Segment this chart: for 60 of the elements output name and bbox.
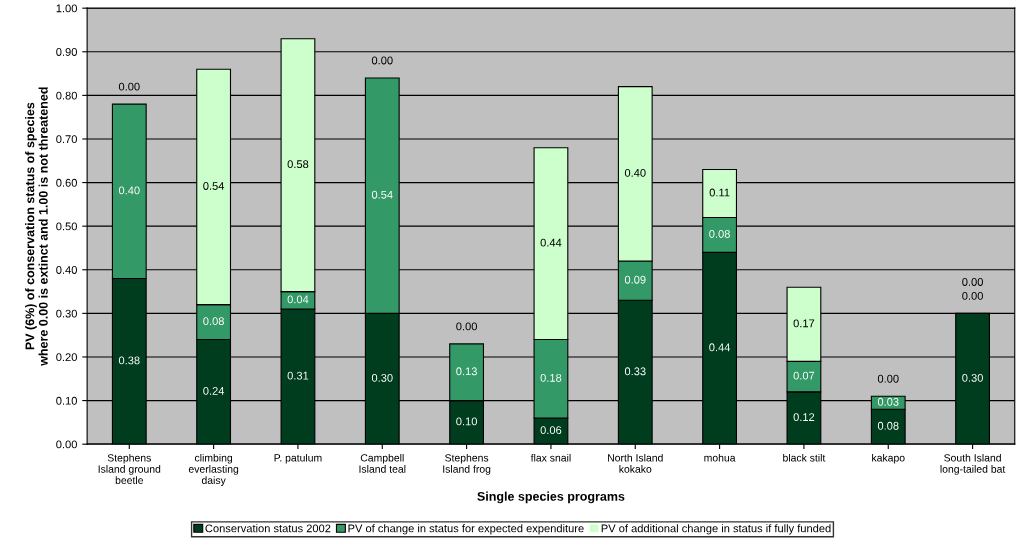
data-label: 0.10 [456, 417, 477, 426]
data-label: 0.03 [877, 397, 899, 406]
x-tick-label: kakapo [872, 453, 905, 464]
x-tick-label: Campbell Island teal [359, 453, 406, 473]
data-label: 0.54 [371, 190, 393, 199]
y-tick-label: 0.70 [56, 135, 77, 144]
data-label: 0.07 [793, 371, 815, 380]
y-tick-label: 0.30 [56, 309, 77, 318]
x-tick-label: black stilt [783, 453, 826, 462]
legend-label: PV of change in status for expected expenditure [348, 524, 584, 535]
x-tick-label: Stephens Island frog [443, 453, 491, 475]
data-label: 0.18 [540, 373, 562, 382]
data-label: 0.33 [624, 367, 646, 376]
data-label: 0.00 [877, 374, 899, 383]
data-label: 0.00 [118, 82, 140, 91]
y-tick-label: 0.10 [56, 396, 77, 405]
y-tick-label: 0.20 [56, 353, 77, 362]
x-tick-label: P. patulum [274, 453, 322, 464]
y-axis-title: PV (6%) of conservation status of species where 0.00 is extinct and 1.00 is not threatened [25, 87, 48, 366]
y-tick-label: 0.90 [56, 48, 77, 56]
data-label: 0.30 [962, 373, 983, 382]
data-label: 0.54 [203, 182, 225, 190]
data-label: 0.13 [456, 367, 477, 376]
data-label: 0.31 [287, 371, 309, 380]
data-label: 0.11 [709, 188, 730, 197]
data-label: 0.24 [203, 386, 225, 395]
y-tick-label: 0.80 [56, 91, 77, 100]
data-label: 0.44 [709, 343, 731, 352]
data-label: 0.38 [118, 356, 140, 365]
data-label: 0.00 [456, 322, 477, 331]
y-tick-label: 0.00 [56, 440, 77, 449]
legend-label: Conservation status 2002 [205, 524, 331, 533]
data-label: 0.58 [287, 160, 309, 169]
data-label: 0.00 [371, 56, 393, 65]
y-tick-label: 1.00 [56, 4, 77, 13]
data-label: 0.08 [709, 230, 730, 238]
data-label: 0.06 [540, 426, 562, 435]
legend-label: PV of additional change in status if fully funded [601, 524, 831, 535]
data-label: 0.17 [793, 319, 815, 328]
y-tick-label: 0.60 [56, 178, 77, 187]
data-label: 0.40 [624, 168, 646, 177]
data-label: 0.00 [962, 291, 983, 300]
data-label: 0.44 [540, 238, 562, 247]
x-axis-title: Single species programs [477, 491, 625, 504]
x-tick-label: South Island long-tailed bat [940, 453, 1006, 475]
data-label: 0.08 [203, 317, 224, 326]
data-label: 0.12 [793, 413, 815, 421]
x-tick-label: mohua [704, 453, 736, 462]
data-label: 0.09 [624, 275, 646, 284]
x-tick-label: climbing everlasting daisy [188, 453, 239, 487]
data-label: 0.08 [877, 421, 899, 430]
x-tick-label: North Island kokako [608, 453, 663, 473]
x-tick-label: Stephens Island ground beetle [98, 453, 161, 484]
data-label: 0.04 [287, 295, 309, 304]
x-tick-label: flax snail [530, 453, 571, 462]
y-tick-label: 0.40 [56, 266, 77, 274]
data-label: 0.00 [962, 278, 983, 286]
data-label: 0.40 [118, 186, 140, 195]
y-tick-label: 0.50 [56, 222, 77, 231]
data-label: 0.30 [371, 373, 393, 382]
